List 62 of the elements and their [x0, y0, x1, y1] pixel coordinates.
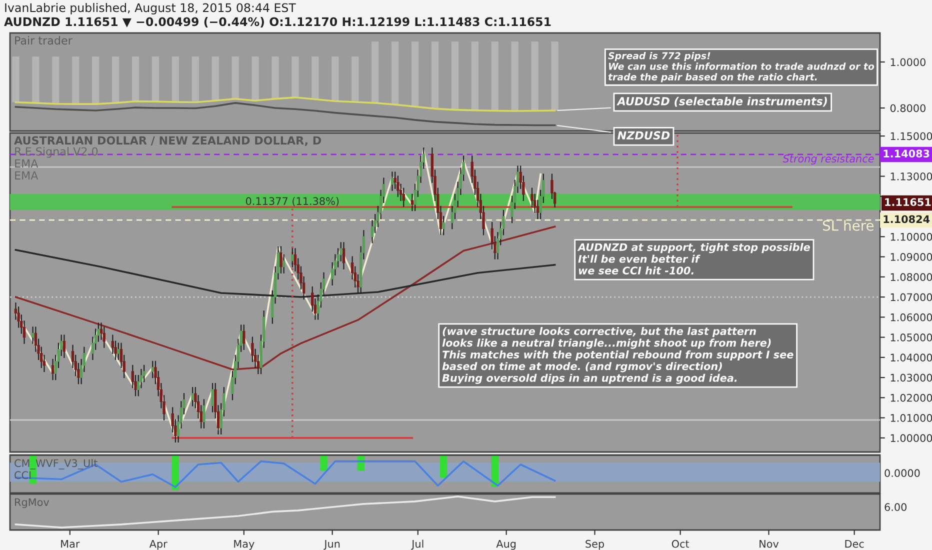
- annotation: 0.11377 (11.38%): [246, 196, 339, 206]
- y-tick-label: 1.13000: [890, 172, 932, 180]
- x-tick-label: Sep: [586, 540, 604, 550]
- annotation: SL here: [822, 220, 874, 231]
- y-tick-label: 1.00000: [890, 434, 932, 442]
- y-tick-label: 1.09000: [890, 253, 932, 261]
- annotation: RgMov: [15, 498, 50, 508]
- candlestick: [280, 246, 282, 274]
- candlestick: [291, 248, 294, 268]
- line-series: [14, 102, 556, 126]
- y-tick-label: 1.15000: [890, 132, 932, 140]
- y-tick-label: 1.10000: [890, 232, 932, 241]
- candlestick: [282, 254, 286, 274]
- y-tick-label: 1.01000: [890, 414, 932, 422]
- ref-line-label: 1.14083: [884, 150, 930, 158]
- x-tick-label: Oct: [672, 540, 690, 548]
- chart-title: AUSTRALIAN DOLLAR / NEW ZEALAND DOLLAR, D: [14, 136, 322, 146]
- x-tick-label: Nov: [760, 540, 779, 548]
- candlestick: [342, 242, 346, 270]
- y-tick-label: 1.05000: [890, 334, 932, 342]
- annotation: R.E.Signal V2.0: [15, 147, 98, 158]
- y-tick-label: 1.0000: [890, 58, 926, 66]
- y-tick-label: 1.03000: [890, 374, 932, 382]
- text: 6.00: [884, 503, 906, 512]
- candlestick: [402, 188, 405, 208]
- candlestick: [211, 383, 214, 412]
- candlestick: [151, 360, 154, 378]
- candlestick: [62, 334, 66, 358]
- annotation: Pair trader: [15, 36, 72, 45]
- text: 0.0000: [884, 469, 920, 478]
- annotation: (wave structure looks corrective, but the last pattern looks like a neutral triangle...might shoot up from here) This matches with the potential rebound from support I see based on time at mode. (and rgmov's direction) Buying oversold dips in an uptrend is a good idea.: [442, 327, 794, 384]
- candlestick: [202, 399, 206, 428]
- annotation: Strong resistance: [782, 154, 874, 165]
- y-tick-label: 1.02000: [890, 394, 932, 402]
- candlestick: [242, 324, 246, 350]
- x-tick-label: Dec: [845, 540, 864, 548]
- line-series: [14, 96, 556, 112]
- x-tick-label: May: [234, 540, 254, 550]
- x-tick-label: Aug: [496, 540, 516, 550]
- text: AUDUSD (selectable instruments): [616, 96, 827, 107]
- x-tick-label: Apr: [149, 540, 168, 550]
- annotation: Spread is 772 pips! We can use this information to trade audnzd or to trade the pair based on the ratio chart.: [608, 52, 874, 82]
- text: NZDUSD: [618, 131, 670, 140]
- annotation: EMA: [15, 159, 38, 168]
- y-tick-label: 1.04000: [890, 354, 932, 362]
- y-tick-label: 1.08000: [890, 273, 932, 282]
- x-tick-label: Jul: [411, 540, 424, 550]
- ref-line-label: 1.10824: [884, 215, 930, 224]
- y-tick-label: 1.07000: [890, 293, 932, 302]
- candlestick: [51, 358, 54, 380]
- chart-title: IvanLabrie published, August 18, 2015 08:44 EST: [5, 3, 296, 14]
- chart-subtitle: AUDNZD 1.11651 ▼ −0.00499 (−0.44%) O:1.12170 H:1.12199 L:1.11483 C:1.11651: [4, 17, 551, 28]
- text: 1.11651: [885, 198, 931, 206]
- x-tick-label: Jun: [324, 540, 340, 550]
- candlestick: [390, 172, 394, 191]
- candlestick: [396, 176, 400, 197]
- candlestick: [102, 326, 106, 348]
- annotation: AUDNZD at support, tight stop possible It'll be even better if we see CCI hit -100.: [577, 243, 810, 274]
- candlestick: [191, 387, 194, 406]
- x-tick-label: Mar: [61, 540, 80, 548]
- y-tick-label: 0.8000: [890, 104, 926, 112]
- y-tick-label: 1.06000: [890, 313, 932, 322]
